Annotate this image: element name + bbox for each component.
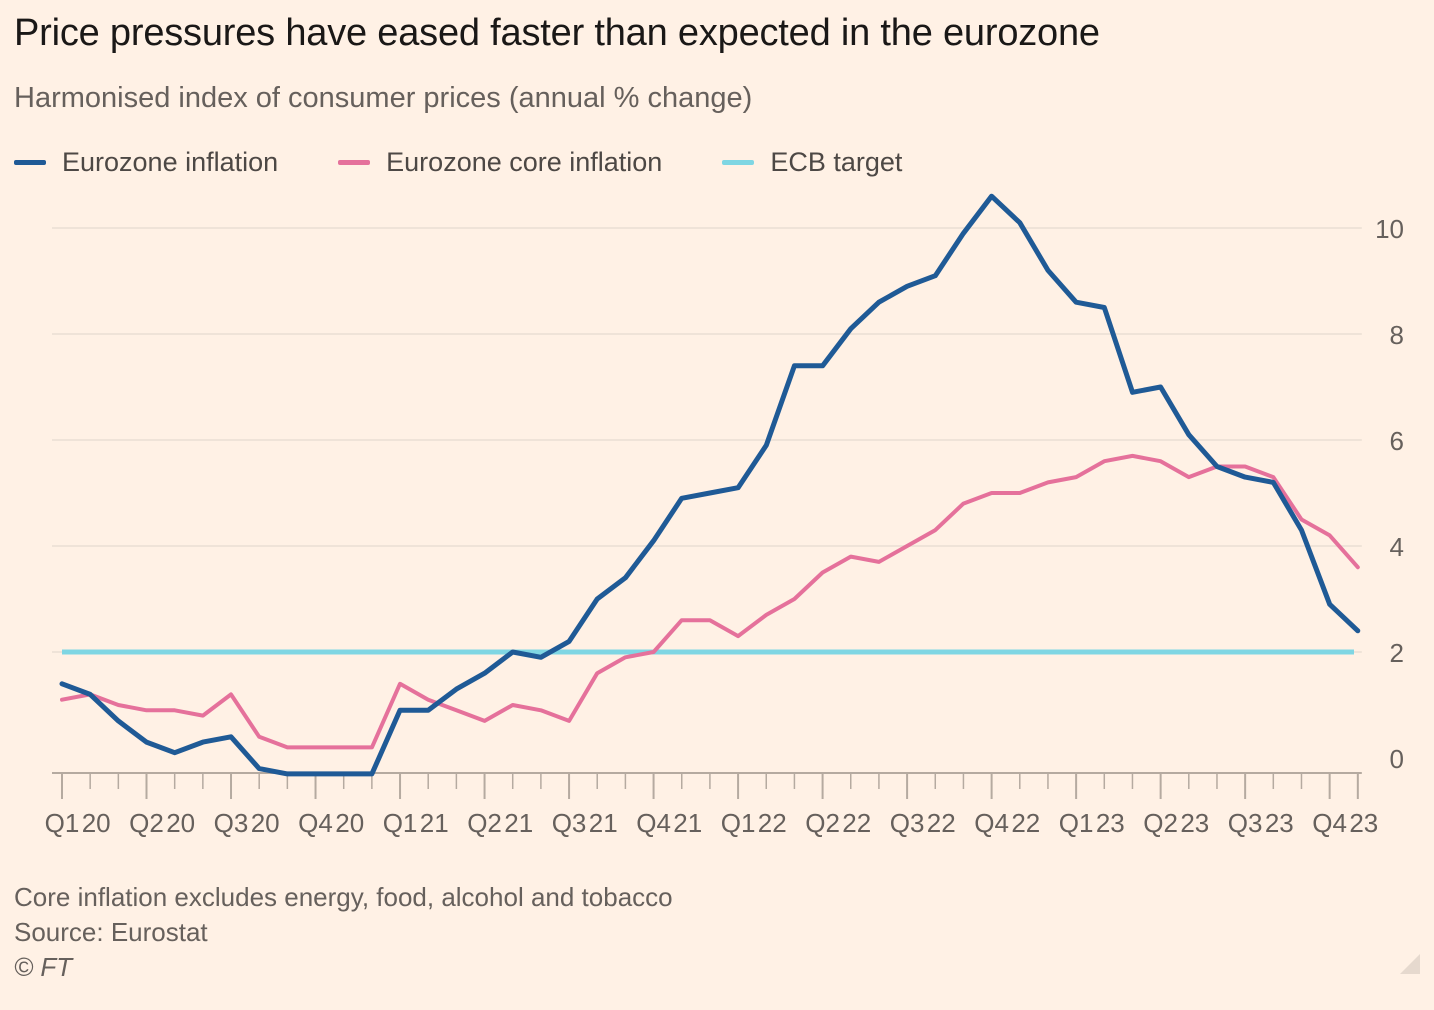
y-tick-label-4: 4	[1390, 532, 1404, 562]
footnote: Core inflation excludes energy, food, al…	[14, 882, 673, 912]
footer: Core inflation excludes energy, food, al…	[14, 880, 673, 985]
x-tick-label-quarter: Q1	[45, 808, 80, 838]
x-tick-label-quarter: Q3	[890, 808, 925, 838]
legend-item-eurozone-inflation: Eurozone inflation	[14, 147, 278, 178]
legend: Eurozone inflation Eurozone core inflati…	[14, 145, 962, 179]
x-tick-label-quarter: Q4	[974, 808, 1009, 838]
x-tick-label-quarter: Q2	[129, 808, 164, 838]
x-tick-label-quarter: Q3	[552, 808, 587, 838]
copyright: © FT	[14, 952, 73, 982]
chart-title: Price pressures have eased faster than e…	[14, 12, 1100, 54]
x-tick-label-quarter: Q2	[1143, 808, 1178, 838]
source-note: Source: Eurostat	[14, 917, 208, 947]
legend-item-core-inflation: Eurozone core inflation	[338, 147, 662, 178]
y-tick-label-2: 2	[1390, 638, 1404, 668]
x-tick-label-year: 20	[82, 808, 111, 838]
x-tick-label-year: 20	[251, 808, 280, 838]
legend-item-ecb-target: ECB target	[722, 147, 902, 178]
x-tick-label-quarter: Q4	[636, 808, 671, 838]
legend-swatch-core-inflation	[338, 159, 371, 165]
x-tick-label-year: 21	[589, 808, 618, 838]
x-tick-label-quarter: Q3	[214, 808, 249, 838]
legend-swatch-ecb-target	[722, 159, 755, 165]
y-tick-label-10: 10	[1375, 214, 1404, 244]
x-tick-label-year: 23	[1265, 808, 1294, 838]
x-tick-label-year: 22	[927, 808, 956, 838]
y-tick-label-0: 0	[1390, 744, 1404, 774]
x-tick-label-year: 22	[842, 808, 871, 838]
x-tick-label-year: 21	[504, 808, 533, 838]
resize-corner-icon	[1400, 954, 1420, 974]
x-tick-label-year: 22	[758, 808, 787, 838]
x-tick-label-quarter: Q1	[383, 808, 418, 838]
legend-label-core-inflation: Eurozone core inflation	[386, 146, 663, 177]
x-tick-label-quarter: Q2	[805, 808, 840, 838]
x-tick-label-year: 21	[673, 808, 702, 838]
x-tick-label-quarter: Q4	[298, 808, 333, 838]
x-tick-label-year: 22	[1011, 808, 1040, 838]
x-tick-label-year: 20	[335, 808, 364, 838]
x-tick-label-quarter: Q1	[721, 808, 756, 838]
y-tick-label-8: 8	[1390, 320, 1404, 350]
x-tick-label-year: 23	[1096, 808, 1125, 838]
legend-label-ecb-target: ECB target	[770, 146, 903, 177]
x-tick-label-year: 23	[1349, 808, 1378, 838]
x-tick-label-quarter: Q4	[1312, 808, 1347, 838]
legend-swatch-eurozone-inflation	[14, 159, 46, 165]
x-tick-label-year: 20	[166, 808, 195, 838]
chart-subtitle: Harmonised index of consumer prices (ann…	[14, 82, 753, 114]
y-tick-label-6: 6	[1390, 426, 1404, 456]
x-tick-label-year: 21	[420, 808, 449, 838]
legend-label-eurozone-inflation: Eurozone inflation	[62, 146, 279, 177]
series-line-eurozone-inflation	[59, 193, 1361, 777]
series-line-core-inflation	[60, 453, 1360, 750]
x-tick-label-quarter: Q1	[1059, 808, 1094, 838]
x-tick-label-quarter: Q2	[467, 808, 502, 838]
x-tick-label-quarter: Q3	[1228, 808, 1263, 838]
x-tick-label-year: 23	[1180, 808, 1209, 838]
